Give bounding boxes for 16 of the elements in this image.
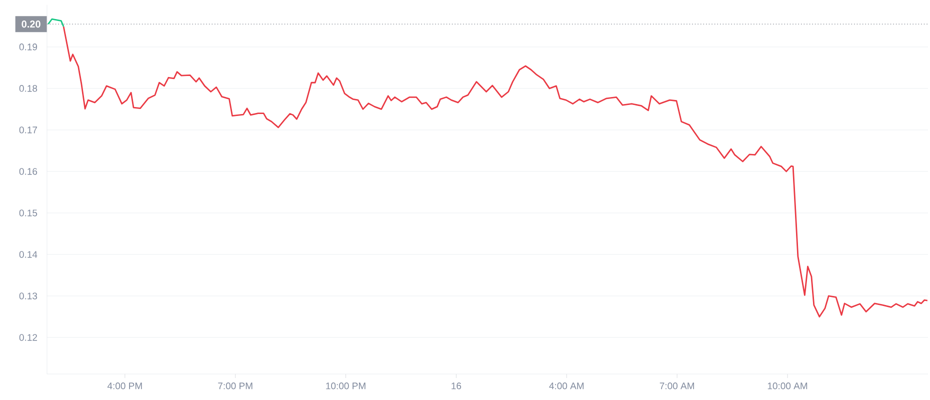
x-tick-label: 10:00 AM: [768, 382, 808, 390]
x-tick-label: 7:00 PM: [218, 382, 252, 390]
y-tick-label: 0.16: [19, 168, 38, 175]
x-tick-label: 7:00 AM: [660, 382, 694, 390]
y-tick-label: 0.14: [19, 251, 38, 258]
x-tick-label: 16: [452, 382, 462, 390]
y-tick-label: 0.15: [19, 210, 38, 216]
x-tick-label: 4:00 PM: [107, 382, 142, 390]
x-tick-label: 4:00 AM: [549, 382, 584, 390]
y-tick-label: 0.19: [19, 44, 38, 50]
y-tick-label: 0.12: [19, 334, 38, 341]
y-tick-label: 0.18: [19, 85, 38, 92]
ref-line-label: 0.20: [22, 20, 40, 28]
x-tick-label: 10:00 PM: [326, 382, 366, 390]
y-tick-label: 0.17: [19, 126, 38, 134]
y-tick-label: 0.13: [19, 292, 38, 300]
